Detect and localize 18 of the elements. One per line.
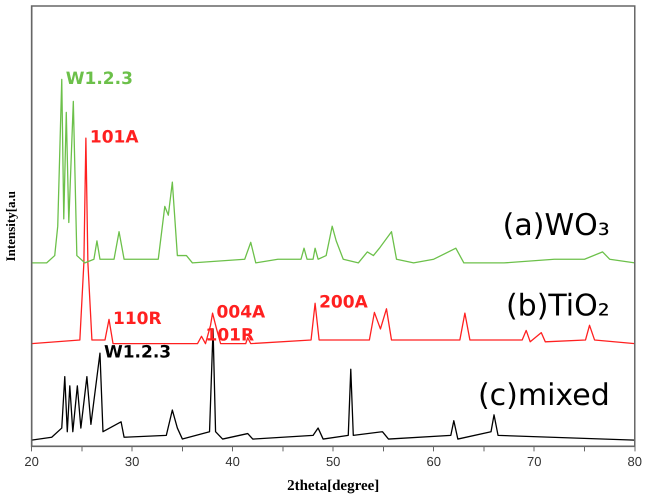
x-tick-label: 40 [225, 454, 240, 469]
annotation: 110R [113, 308, 162, 329]
y-axis-title: Intensity[a.u [3, 190, 18, 262]
x-tick-label: 30 [124, 454, 140, 469]
x-tick-label: 80 [628, 454, 642, 469]
annotation: W1.2.3 [104, 342, 172, 363]
x-axis-title: 2theta[degree] [287, 478, 380, 494]
series-label: (b)TiO₂ [506, 288, 610, 324]
x-tick-label: 50 [326, 454, 340, 469]
annotation: 101A [90, 128, 140, 148]
x-tick-label: 70 [527, 454, 542, 469]
annotation: 200A [319, 292, 369, 313]
annotation: 004A [216, 302, 266, 323]
series-label: (c)mixed [478, 378, 610, 413]
x-tick-label: 60 [426, 454, 441, 469]
series-label: (a)WO₃ [502, 208, 610, 243]
x-tick-label: 20 [24, 454, 39, 469]
annotation: W1.2.3 [66, 68, 133, 89]
